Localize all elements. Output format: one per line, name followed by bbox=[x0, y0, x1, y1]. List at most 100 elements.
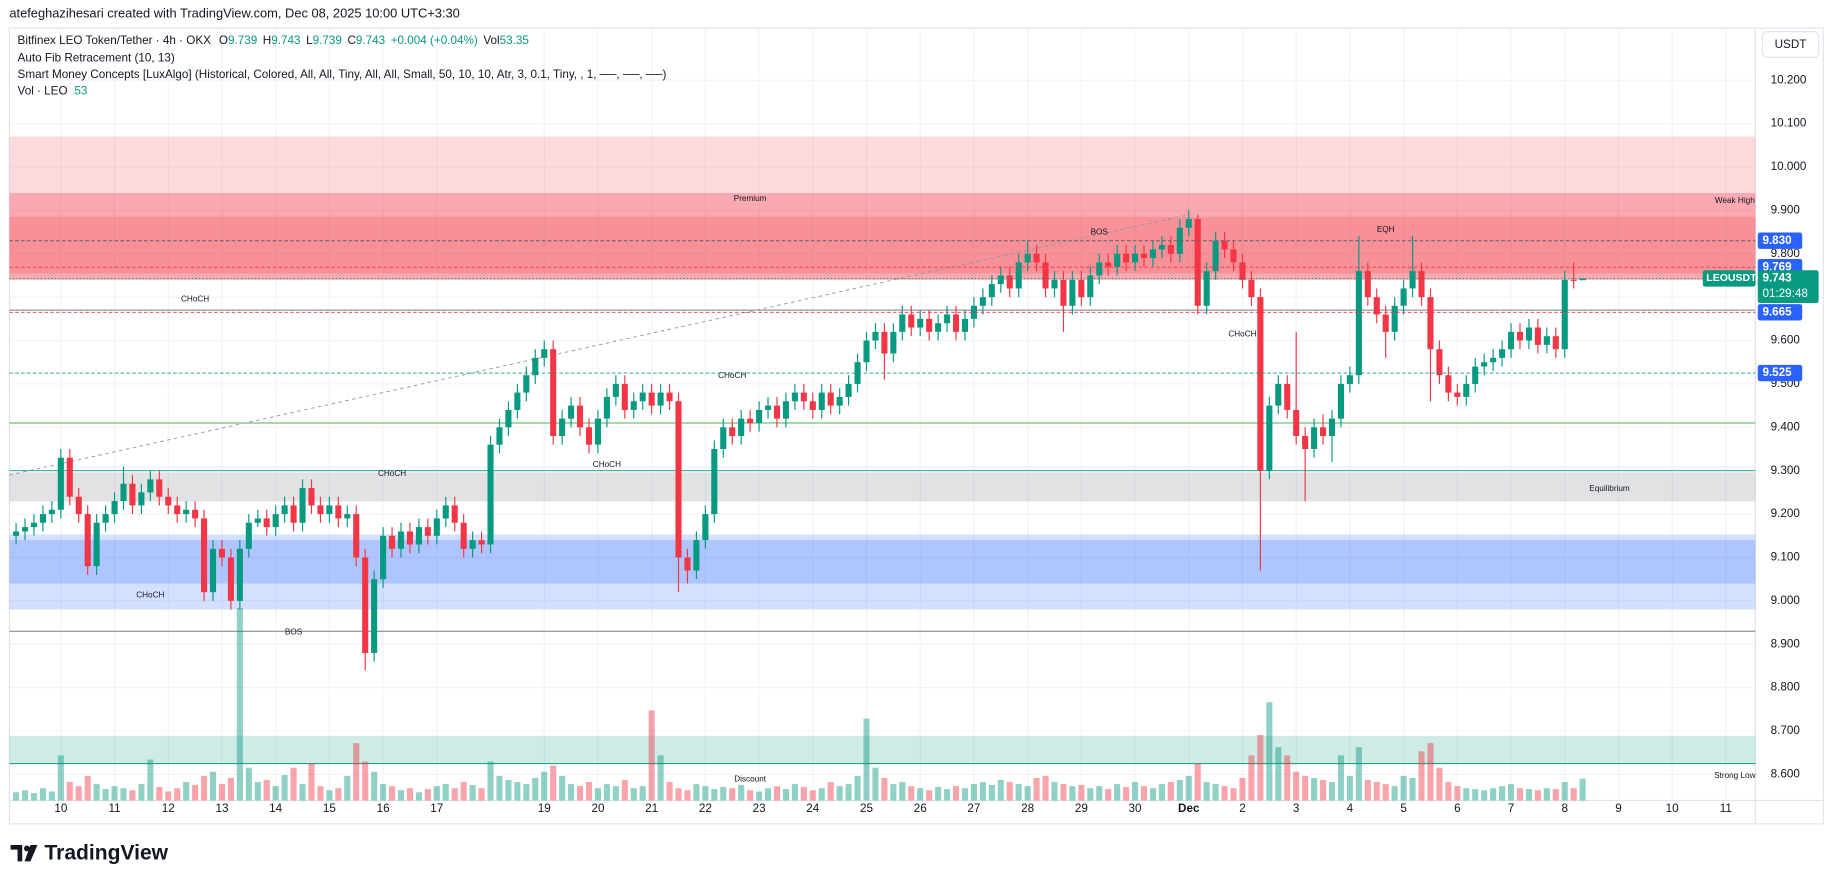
candle-body bbox=[1096, 262, 1103, 276]
x-tick-label: 24 bbox=[806, 802, 820, 815]
volume-bar bbox=[979, 782, 986, 801]
volume-bar bbox=[711, 789, 718, 801]
volume-bar bbox=[1579, 778, 1586, 801]
x-tick-label: 23 bbox=[753, 802, 766, 815]
volume-bar bbox=[952, 786, 960, 801]
volume-bar bbox=[809, 790, 816, 801]
x-tick-label: 3 bbox=[1293, 802, 1300, 815]
close-label: C bbox=[347, 34, 355, 47]
x-tick-label: 7 bbox=[1508, 802, 1515, 815]
candle-body bbox=[1454, 392, 1461, 397]
volume-bar bbox=[209, 771, 217, 801]
volume-bar bbox=[532, 777, 539, 801]
zone bbox=[9, 136, 1756, 280]
high-value: 9.743 bbox=[271, 34, 300, 47]
x-tick-label: 6 bbox=[1454, 802, 1461, 815]
candle-body bbox=[979, 297, 986, 306]
x-tick-label: 17 bbox=[430, 802, 443, 815]
candle-body bbox=[209, 548, 217, 593]
x-tick-label: 16 bbox=[377, 802, 390, 815]
volume-bar bbox=[684, 790, 691, 801]
symbol: Bitfinex LEO Token/Tether · 4h · OKX bbox=[18, 34, 212, 47]
volume-bar bbox=[1275, 747, 1282, 801]
x-tick-label: 30 bbox=[1129, 802, 1143, 815]
candle-body bbox=[1069, 279, 1076, 306]
volume-bar bbox=[1490, 788, 1497, 801]
volume-bar bbox=[1069, 786, 1076, 801]
volume-bar bbox=[836, 786, 843, 801]
volume-bar bbox=[1409, 777, 1416, 801]
volume-bar bbox=[944, 789, 951, 801]
candle-body bbox=[424, 527, 431, 536]
volume-bar bbox=[147, 759, 154, 801]
candle-body bbox=[1212, 240, 1219, 272]
candle-body bbox=[1114, 253, 1121, 267]
x-tick-label: 11 bbox=[108, 802, 120, 815]
price-tag bbox=[1757, 304, 1803, 321]
y-tick-label: 10.100 bbox=[1771, 117, 1807, 130]
candle-body bbox=[1024, 253, 1031, 263]
volume-bar bbox=[1534, 790, 1541, 801]
candle-body bbox=[550, 349, 557, 436]
candle-body bbox=[469, 540, 476, 549]
candle-body bbox=[1490, 357, 1497, 363]
volume-bar bbox=[648, 710, 655, 801]
candle-body bbox=[532, 357, 539, 376]
volume-bar bbox=[174, 788, 181, 801]
candle-body bbox=[782, 401, 789, 419]
volume-bar bbox=[496, 775, 503, 801]
volume-bar bbox=[559, 775, 566, 801]
candle-body bbox=[1355, 271, 1362, 376]
volume-bar bbox=[568, 784, 575, 801]
y-tick-label: 8.900 bbox=[1771, 637, 1801, 650]
indicator: Auto Fib Retracement (10, 13) bbox=[18, 52, 175, 65]
annotation: CHoCH bbox=[1228, 330, 1256, 339]
volume-bar bbox=[227, 777, 234, 801]
volume-bar bbox=[57, 755, 64, 801]
candle-body bbox=[648, 392, 655, 406]
currency-button[interactable] bbox=[1761, 31, 1820, 58]
volume-bar bbox=[1060, 784, 1067, 801]
volume-bar bbox=[738, 784, 745, 801]
volume-bar bbox=[1400, 775, 1407, 801]
x-tick-label: 13 bbox=[215, 802, 228, 815]
volume-bar bbox=[541, 771, 548, 801]
volume-bar bbox=[693, 784, 700, 801]
currency[interactable]: USDT bbox=[1775, 38, 1807, 51]
x-tick-label: 2 bbox=[1239, 802, 1246, 815]
candle-body bbox=[926, 318, 933, 332]
ticker-label: LEOUSDT bbox=[1706, 272, 1757, 284]
y-tick-label: 9.900 bbox=[1771, 203, 1801, 216]
candle-body bbox=[585, 427, 593, 445]
candle-body bbox=[451, 505, 458, 523]
volume-bar bbox=[281, 775, 288, 801]
volume-bar bbox=[630, 788, 637, 801]
candle-body bbox=[1060, 279, 1067, 306]
volume-bar bbox=[773, 786, 781, 801]
volume-bar bbox=[1355, 747, 1362, 801]
volume-bar bbox=[1042, 775, 1049, 801]
x-tick-label: 12 bbox=[162, 802, 175, 815]
candle-body bbox=[666, 392, 673, 402]
volume-bar bbox=[1427, 743, 1434, 801]
candle-body bbox=[111, 501, 118, 515]
candle-body bbox=[818, 392, 825, 410]
volume-bar bbox=[183, 782, 190, 801]
candle-body bbox=[281, 505, 288, 515]
volume-bar bbox=[908, 786, 915, 801]
credit: atefeghazihesari created with TradingVie… bbox=[9, 5, 459, 20]
candle-body bbox=[944, 314, 951, 324]
volume-bar bbox=[988, 784, 995, 801]
volume-bar bbox=[93, 784, 100, 801]
volume-bar bbox=[1266, 702, 1273, 801]
candle-body bbox=[872, 331, 879, 341]
candle-body bbox=[693, 540, 700, 571]
volume-bar bbox=[290, 767, 297, 801]
candle-body bbox=[1364, 271, 1371, 298]
volume-bar bbox=[317, 786, 324, 801]
candle-body bbox=[568, 405, 575, 419]
x-tick-label: 22 bbox=[699, 802, 712, 815]
candle-body bbox=[1328, 418, 1336, 436]
current-price-label: 9.743 bbox=[1762, 272, 1792, 285]
